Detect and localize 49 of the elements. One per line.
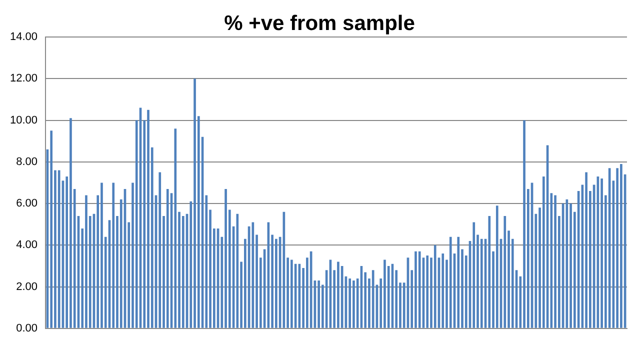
- bar: [488, 216, 491, 328]
- y-tick-label: 0.00: [16, 322, 38, 334]
- bar: [570, 204, 572, 328]
- bar: [58, 170, 60, 328]
- bar: [337, 262, 340, 328]
- bar: [166, 188, 169, 328]
- bar: [174, 128, 177, 328]
- bar: [318, 280, 320, 328]
- bar: [442, 253, 444, 328]
- y-tick-label: 8.00: [16, 156, 38, 168]
- y-tick-label: 6.00: [16, 198, 38, 210]
- bar: [100, 182, 103, 328]
- bar: [352, 280, 355, 328]
- bar: [616, 168, 618, 328]
- bar: [418, 251, 421, 328]
- bar: [384, 260, 386, 328]
- bar: [85, 195, 88, 328]
- bar: [434, 245, 436, 328]
- bar: [480, 238, 483, 328]
- bar: [372, 270, 374, 328]
- y-tick-label: 12.00: [10, 72, 38, 85]
- bar: [457, 236, 460, 328]
- bar: [224, 188, 227, 328]
- y-tick-label: 10.00: [10, 114, 38, 126]
- bar: [496, 206, 498, 328]
- bar: [600, 178, 603, 328]
- bar: [554, 195, 556, 328]
- bar: [472, 222, 476, 328]
- bar: [620, 164, 622, 328]
- bar: [194, 78, 196, 328]
- y-tick-label: 2.00: [16, 280, 38, 293]
- bar: [290, 260, 293, 328]
- y-tick-label: 4.00: [16, 239, 38, 252]
- bar: [426, 256, 429, 328]
- bar: [523, 120, 526, 328]
- bar: [275, 238, 278, 328]
- bar: [158, 172, 162, 328]
- bar: [449, 236, 452, 328]
- bar: [112, 182, 115, 328]
- bar: [182, 216, 184, 328]
- bar: [348, 278, 351, 328]
- bar: [147, 110, 150, 328]
- bar: [414, 251, 417, 328]
- bar: [50, 130, 53, 328]
- bar: [504, 216, 506, 328]
- bar: [70, 118, 72, 328]
- y-tick-label: 14.00: [10, 31, 38, 44]
- bar: [585, 172, 588, 328]
- chart-title: % +ve from sample: [224, 12, 415, 35]
